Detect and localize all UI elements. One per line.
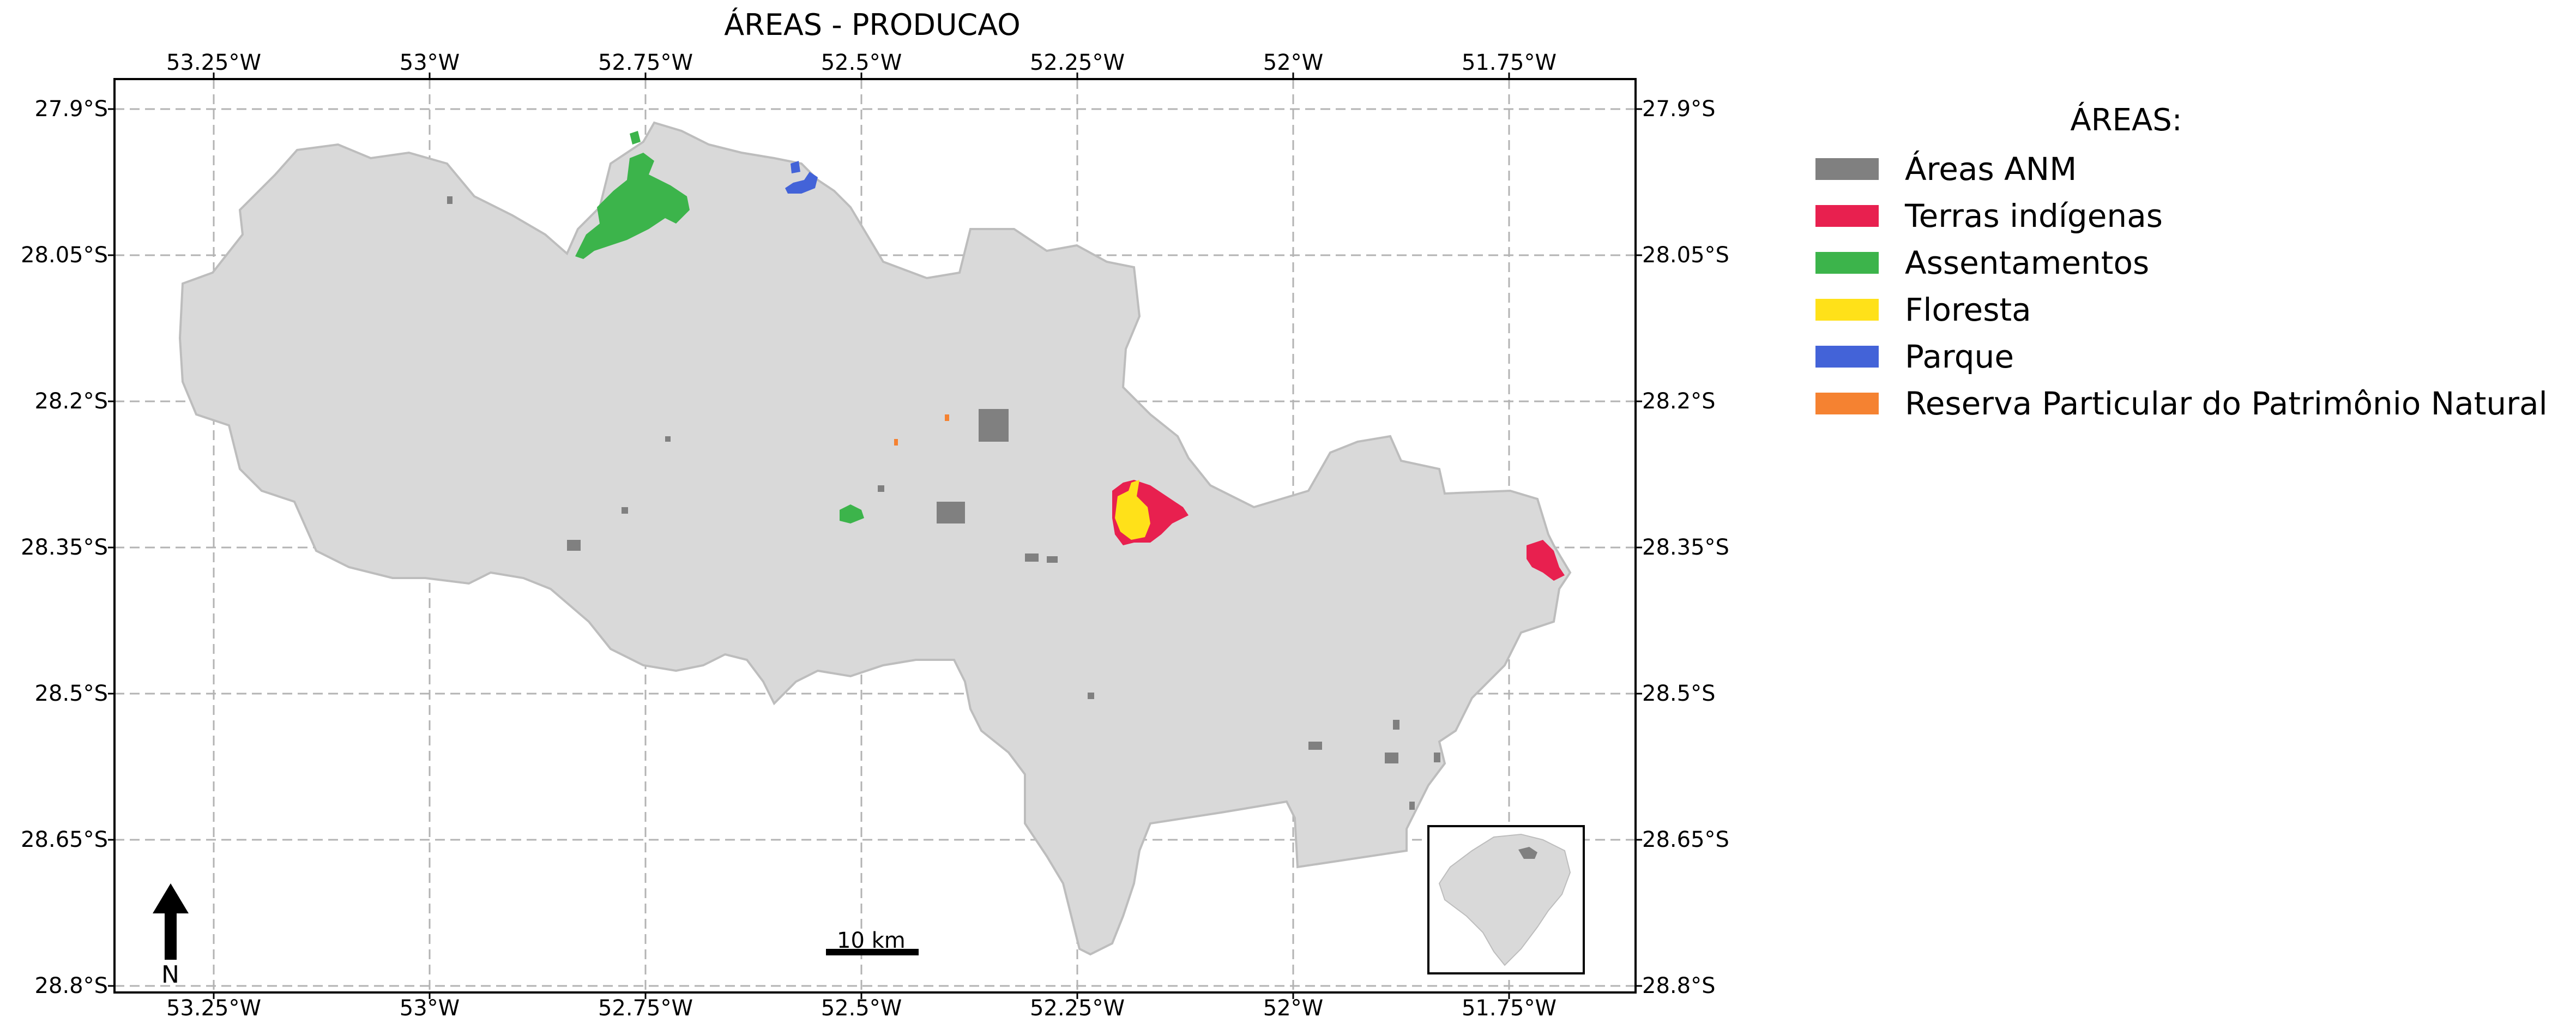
anm-area: [1409, 802, 1415, 810]
x-tick-label-bottom: 52°W: [1263, 996, 1324, 1021]
y-tick-label-right: 28.05°S: [1642, 243, 1729, 268]
anm-area: [937, 502, 965, 523]
anm-area: [878, 485, 884, 492]
legend-swatch: [1815, 252, 1879, 274]
scale-bar-label: 10 km: [837, 928, 906, 953]
anm-area: [1047, 556, 1058, 563]
scale-bar: [826, 949, 919, 955]
tick-marks: [108, 73, 1642, 999]
x-tick-label-top: 53°W: [399, 50, 460, 75]
legend-label: Parque: [1905, 338, 2014, 375]
parque-areas: [785, 161, 818, 194]
assentamentos-areas: [575, 131, 864, 523]
rppn-areas: [894, 414, 949, 446]
x-tick-label-bottom: 52.75°W: [598, 996, 693, 1021]
anm-areas: [447, 196, 1440, 810]
legend-item: Reserva Particular do Patrimônio Natural: [1815, 385, 2548, 422]
assentamento-area: [575, 153, 690, 259]
legend-label: Terras indígenas: [1905, 197, 2163, 234]
legend-label: Reserva Particular do Patrimônio Natural: [1905, 385, 2548, 422]
parque-area: [785, 172, 818, 194]
y-tick-label-right: 28.2°S: [1642, 389, 1716, 414]
x-tick-label-top: 52.5°W: [821, 50, 902, 75]
x-tick-label-bottom: 52.5°W: [821, 996, 902, 1021]
legend-swatch: [1815, 346, 1879, 368]
y-tick-label-left: 28.35°S: [21, 535, 108, 560]
y-tick-label-right: 28.5°S: [1642, 681, 1716, 706]
inset-study-area: [1518, 847, 1537, 859]
anm-area: [567, 540, 581, 551]
legend-item: Terras indígenas: [1815, 197, 2163, 234]
legend-item: Parque: [1815, 338, 2014, 375]
anm-area: [1025, 553, 1039, 562]
y-tick-label-left: 28.65°S: [21, 827, 108, 852]
legend-title: ÁREAS:: [2070, 103, 2182, 138]
north-arrow-icon: [153, 883, 189, 960]
anm-area: [622, 507, 628, 514]
rppn-area: [894, 439, 898, 446]
y-tick-label-right: 28.65°S: [1642, 827, 1729, 852]
legend-swatch: [1815, 158, 1879, 180]
anm-area: [1385, 753, 1398, 763]
anm-area: [1393, 720, 1399, 730]
x-tick-label-bottom: 53.25°W: [166, 996, 262, 1021]
y-tick-label-left: 28.5°S: [34, 681, 108, 706]
legend-swatch: [1815, 205, 1879, 227]
inset-state-shape: [1438, 833, 1571, 966]
legend-swatch: [1815, 393, 1879, 414]
legend-label: Áreas ANM: [1905, 151, 2077, 188]
floresta-area: [1115, 480, 1150, 540]
y-tick-label-left: 28.8°S: [34, 973, 108, 998]
y-tick-label-right: 28.35°S: [1642, 535, 1729, 560]
legend-label: Assentamentos: [1905, 244, 2150, 281]
x-tick-label-bottom: 53°W: [399, 996, 460, 1021]
legend-swatch: [1815, 299, 1879, 321]
legend-item: Áreas ANM: [1815, 151, 2077, 188]
anm-area: [1308, 742, 1322, 750]
anm-area: [447, 196, 453, 204]
map-frame: [113, 78, 1637, 994]
map-title: ÁREAS - PRODUCAO: [724, 8, 1021, 42]
legend-item: Floresta: [1815, 291, 2031, 328]
x-tick-label-top: 53.25°W: [166, 50, 262, 75]
anm-area: [1434, 753, 1440, 762]
parque-area: [791, 161, 800, 173]
x-tick-label-bottom: 51.75°W: [1461, 996, 1557, 1021]
north-arrow: [153, 883, 189, 960]
y-tick-label-left: 27.9°S: [34, 97, 108, 122]
assentamento-area: [630, 131, 641, 145]
north-label: N: [161, 961, 179, 989]
assentamento-area: [840, 504, 864, 523]
x-tick-label-top: 51.75°W: [1461, 50, 1557, 75]
anm-area: [1088, 693, 1094, 699]
x-tick-label-top: 52.25°W: [1029, 50, 1125, 75]
anm-area: [979, 409, 1009, 442]
legend-label: Floresta: [1905, 291, 2031, 328]
study-area-region: [178, 121, 1572, 956]
x-tick-label-top: 52.75°W: [598, 50, 693, 75]
floresta-areas: [1115, 480, 1150, 540]
terra-indigena-area: [1527, 540, 1565, 581]
anm-area: [665, 436, 671, 442]
y-tick-label-left: 28.05°S: [21, 243, 108, 268]
y-tick-label-right: 28.8°S: [1642, 973, 1716, 998]
y-tick-label-left: 28.2°S: [34, 389, 108, 414]
x-tick-label-bottom: 52.25°W: [1029, 996, 1125, 1021]
legend-item: Assentamentos: [1815, 244, 2150, 281]
y-tick-label-right: 27.9°S: [1642, 97, 1716, 122]
x-tick-label-top: 52°W: [1263, 50, 1324, 75]
rppn-area: [945, 414, 949, 421]
inset-map: [1427, 825, 1585, 974]
